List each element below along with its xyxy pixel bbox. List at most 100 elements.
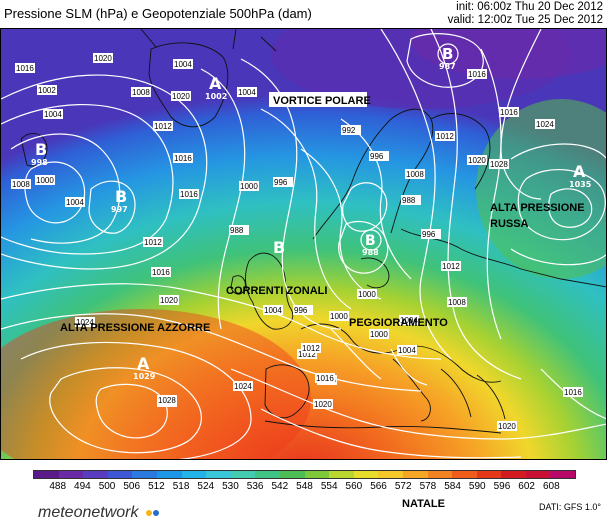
isobar-label: 996 [421, 229, 441, 239]
colorbar-swatch [230, 471, 256, 478]
high-center-azores: A 1029 [133, 354, 156, 381]
vortice-label-bg [269, 92, 367, 107]
isobar-label: 1020 [171, 91, 191, 101]
colorbar-tick-label: 596 [493, 481, 511, 492]
svg-text:1020: 1020 [94, 54, 112, 63]
colorbar-tick-label: 554 [320, 481, 338, 492]
colorbar-tick-label: 572 [394, 481, 412, 492]
colorbar-swatch [279, 471, 305, 478]
colorbar-tick-label: 530 [222, 481, 239, 492]
colorbar-swatch [34, 471, 59, 478]
svg-text:1020: 1020 [314, 400, 332, 409]
isobar-label: 1020 [497, 421, 517, 431]
high-center-russia: A 1035 [569, 162, 592, 189]
logo-dot [146, 510, 152, 516]
isobar-label: 1020 [93, 53, 113, 63]
svg-text:1004: 1004 [66, 198, 84, 207]
isobar-label: 1000 [357, 289, 377, 299]
isobar-label: 1016 [15, 63, 35, 73]
pressure-centers: A 1002 B 987 B 998 B 997 B 988 B [31, 43, 592, 381]
isobar-label: 988 [401, 195, 421, 205]
colorbar-swatch [304, 471, 330, 478]
colorbar-swatch [378, 471, 403, 478]
weather-map: 1016 1020 1004 1002 1004 1008 1020 1004 … [0, 28, 607, 460]
colorbar-swatch [353, 471, 379, 478]
annotations: VORTICE POLARE ALTA PRESSIONE RUSSA CORR… [60, 92, 585, 334]
svg-text:997: 997 [111, 205, 128, 214]
colorbar-tick-label: 548 [296, 481, 313, 492]
azores-ridge-shading [1, 309, 311, 459]
colorbar-tick-label: 560 [345, 481, 363, 492]
svg-text:992: 992 [342, 126, 356, 135]
svg-text:A: A [573, 162, 586, 181]
svg-text:1016: 1016 [16, 64, 34, 73]
colorbar-swatch [255, 471, 280, 478]
isobar-label: 1004 [263, 305, 283, 315]
colorbar-swatch [181, 471, 207, 478]
colorbar-swatch [427, 471, 453, 478]
geopotential-colorbar [33, 470, 576, 479]
isobar-label: 1000 [35, 175, 55, 185]
isobar-label: 1008 [11, 179, 31, 189]
svg-text:1016: 1016 [180, 190, 198, 199]
colorbar-tick-label: 524 [197, 481, 215, 492]
colorbar-tick-label: 542 [271, 481, 289, 492]
svg-text:A: A [137, 354, 150, 373]
svg-text:1000: 1000 [330, 312, 348, 321]
svg-text:1008: 1008 [132, 88, 150, 97]
svg-text:1000: 1000 [240, 182, 258, 191]
svg-text:1020: 1020 [468, 156, 486, 165]
isobar-label: 1004 [399, 315, 419, 325]
isobar-label: 1016 [179, 189, 199, 199]
colorbar-swatch [452, 471, 477, 478]
svg-text:996: 996 [422, 230, 436, 239]
svg-text:1012: 1012 [442, 262, 460, 271]
colorbar-tick-label: 566 [370, 481, 387, 492]
isobar-label: 1016 [151, 267, 171, 277]
svg-text:988: 988 [402, 196, 416, 205]
svg-text:B: B [442, 45, 453, 63]
svg-text:1016: 1016 [316, 374, 334, 383]
isobar-label: 1012 [297, 349, 317, 359]
isobar-label: 996 [273, 177, 293, 187]
logo-dots [146, 503, 160, 521]
svg-text:1004: 1004 [174, 60, 192, 69]
svg-text:1004: 1004 [44, 110, 62, 119]
colorbar-tick-label: 608 [542, 481, 560, 492]
svg-text:1004: 1004 [264, 306, 282, 315]
isobar-label: 1016 [467, 69, 487, 79]
svg-text:1020: 1020 [160, 296, 178, 305]
low-center-barents: B 987 [437, 43, 459, 71]
colorbar-swatch [402, 471, 428, 478]
isobar-label: 988 [229, 225, 249, 235]
colorbar-tick-label: 512 [148, 481, 165, 492]
svg-text:B: B [365, 233, 376, 249]
svg-text:1016: 1016 [468, 70, 486, 79]
isobar-label: 1016 [563, 387, 583, 397]
isobar-label: 1004 [43, 109, 63, 119]
data-source: DATI: GFS 1.0° [539, 502, 601, 512]
isobar-label: 1028 [489, 159, 509, 169]
svg-text:1020: 1020 [498, 422, 516, 431]
isobar-label: 1004 [397, 345, 417, 355]
isobar-label: 1020 [467, 155, 487, 165]
svg-text:1000: 1000 [36, 176, 54, 185]
colorbar-swatch [476, 471, 502, 478]
isobar-label: 1000 [329, 311, 349, 321]
init-time: init: 06:00z Thu 20 Dec 2012 [456, 1, 603, 13]
svg-text:1008: 1008 [12, 180, 30, 189]
colorbar-swatch [206, 471, 231, 478]
vortex-shading-2 [411, 29, 606, 79]
svg-text:1016: 1016 [500, 108, 518, 117]
svg-text:B: B [273, 238, 285, 257]
isobar-label: 1004 [237, 87, 257, 97]
svg-text:1000: 1000 [358, 290, 376, 299]
isobar-label: 1002 [37, 85, 57, 95]
colorbar-swatch [550, 471, 576, 478]
low-center-north-sea: B [273, 238, 285, 257]
low-center-labrador: B 998 [31, 140, 48, 167]
low-center-baltic: B 988 [360, 229, 382, 257]
svg-text:1035: 1035 [569, 180, 592, 189]
meteonetwork-logo: meteonetwork [38, 504, 139, 521]
svg-text:1012: 1012 [302, 344, 320, 353]
